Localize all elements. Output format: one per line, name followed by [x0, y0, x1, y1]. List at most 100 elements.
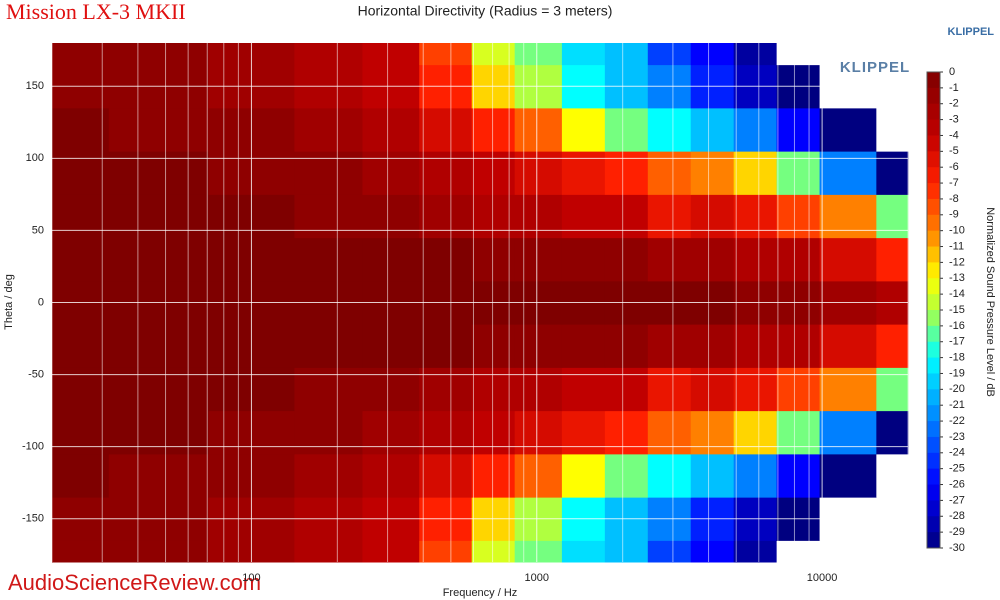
cell [776, 410, 821, 455]
cell [776, 540, 821, 563]
cell [561, 237, 606, 282]
cell [776, 453, 821, 498]
cell [362, 453, 420, 498]
colorbar-tick-label: -16 [949, 320, 965, 332]
colorbar-tick-label: 0 [949, 66, 955, 78]
colorbar-tick-label: -4 [949, 129, 959, 141]
colorbar-label: Normalized Sound Pressure Level / dB [984, 207, 996, 397]
cell [52, 107, 110, 152]
colorbar-swatch [927, 87, 940, 105]
colorbar-swatch [927, 230, 940, 248]
y-tick-label: -100 [22, 441, 44, 453]
colorbar-swatch [927, 484, 940, 501]
colorbar-swatch [927, 436, 940, 454]
colorbar-swatch [927, 500, 940, 517]
cell [108, 324, 209, 368]
x-tick-label: 1000 [525, 572, 549, 584]
cell [819, 324, 877, 368]
colorbar-swatch [927, 516, 940, 533]
cell [514, 151, 563, 195]
cell [561, 410, 606, 455]
cell [604, 151, 649, 195]
cell [561, 324, 606, 368]
cell [52, 367, 110, 412]
cell [647, 194, 692, 239]
cell [604, 43, 649, 66]
y-tick-label: -50 [28, 368, 44, 380]
cell [52, 453, 110, 498]
cell [733, 410, 778, 455]
colorbar-tick-label: -17 [949, 336, 965, 348]
colorbar-frame [926, 71, 941, 549]
corner-label: KLIPPEL [948, 26, 995, 38]
cell [876, 324, 909, 368]
colorbar-swatch [927, 246, 940, 263]
brand: Mission LX-3 MKII [6, 0, 186, 24]
cell [561, 540, 606, 563]
cell [108, 410, 209, 455]
colorbar-swatch [927, 135, 940, 152]
cell [733, 453, 778, 498]
cell [362, 237, 420, 282]
chart-title: Horizontal Directivity (Radius = 3 meter… [358, 3, 613, 19]
colorbar-swatch [927, 103, 940, 121]
cell [419, 237, 473, 282]
y-tick-label: 0 [38, 296, 44, 308]
colorbar-swatch [927, 214, 940, 232]
cell [776, 237, 821, 282]
cell [362, 367, 420, 412]
cell [514, 453, 563, 498]
cell [561, 194, 606, 239]
cell [876, 540, 909, 563]
colorbar-tick-label: -13 [949, 272, 965, 284]
cell [514, 107, 563, 152]
cell [419, 107, 473, 152]
cell [514, 194, 563, 239]
cell [108, 107, 209, 152]
cell [514, 540, 563, 563]
cell [647, 367, 692, 412]
cell [876, 151, 909, 195]
cell [52, 324, 110, 368]
cell [52, 43, 110, 66]
colorbar-tick-label: -7 [949, 177, 959, 189]
colorbar-swatch [927, 468, 940, 486]
cell [419, 324, 473, 368]
colorbar-tick-label: -10 [949, 225, 965, 237]
cell [471, 540, 516, 563]
colorbar-swatch [927, 119, 940, 136]
colorbar-swatch [927, 294, 940, 311]
cell [471, 237, 516, 282]
cell [52, 151, 110, 195]
cell [690, 194, 735, 239]
cell [876, 43, 909, 66]
colorbar-swatch [927, 373, 940, 390]
colorbar-swatch [927, 183, 940, 200]
cell [362, 324, 420, 368]
colorbar-tick-label: -1 [949, 82, 959, 94]
cell [776, 107, 821, 152]
cell [419, 453, 473, 498]
cell [294, 453, 363, 498]
cell [733, 237, 778, 282]
cell [419, 43, 473, 66]
cell [419, 367, 473, 412]
cell [108, 367, 209, 412]
cell [108, 453, 209, 498]
cell [819, 107, 877, 152]
cell [108, 151, 209, 195]
colorbar-tick-label: -28 [949, 510, 965, 522]
cell [294, 367, 363, 412]
cell [419, 151, 473, 195]
cell [876, 367, 909, 412]
cell [362, 540, 420, 563]
cell [561, 453, 606, 498]
colorbar-tick-label: -14 [949, 288, 965, 300]
colorbar-swatch [927, 405, 940, 422]
colorbar-swatch [927, 452, 940, 470]
watermark: AudioScienceReview.com [8, 570, 261, 595]
cell [819, 410, 877, 455]
cell [604, 107, 649, 152]
cell [733, 540, 778, 563]
cell [690, 107, 735, 152]
